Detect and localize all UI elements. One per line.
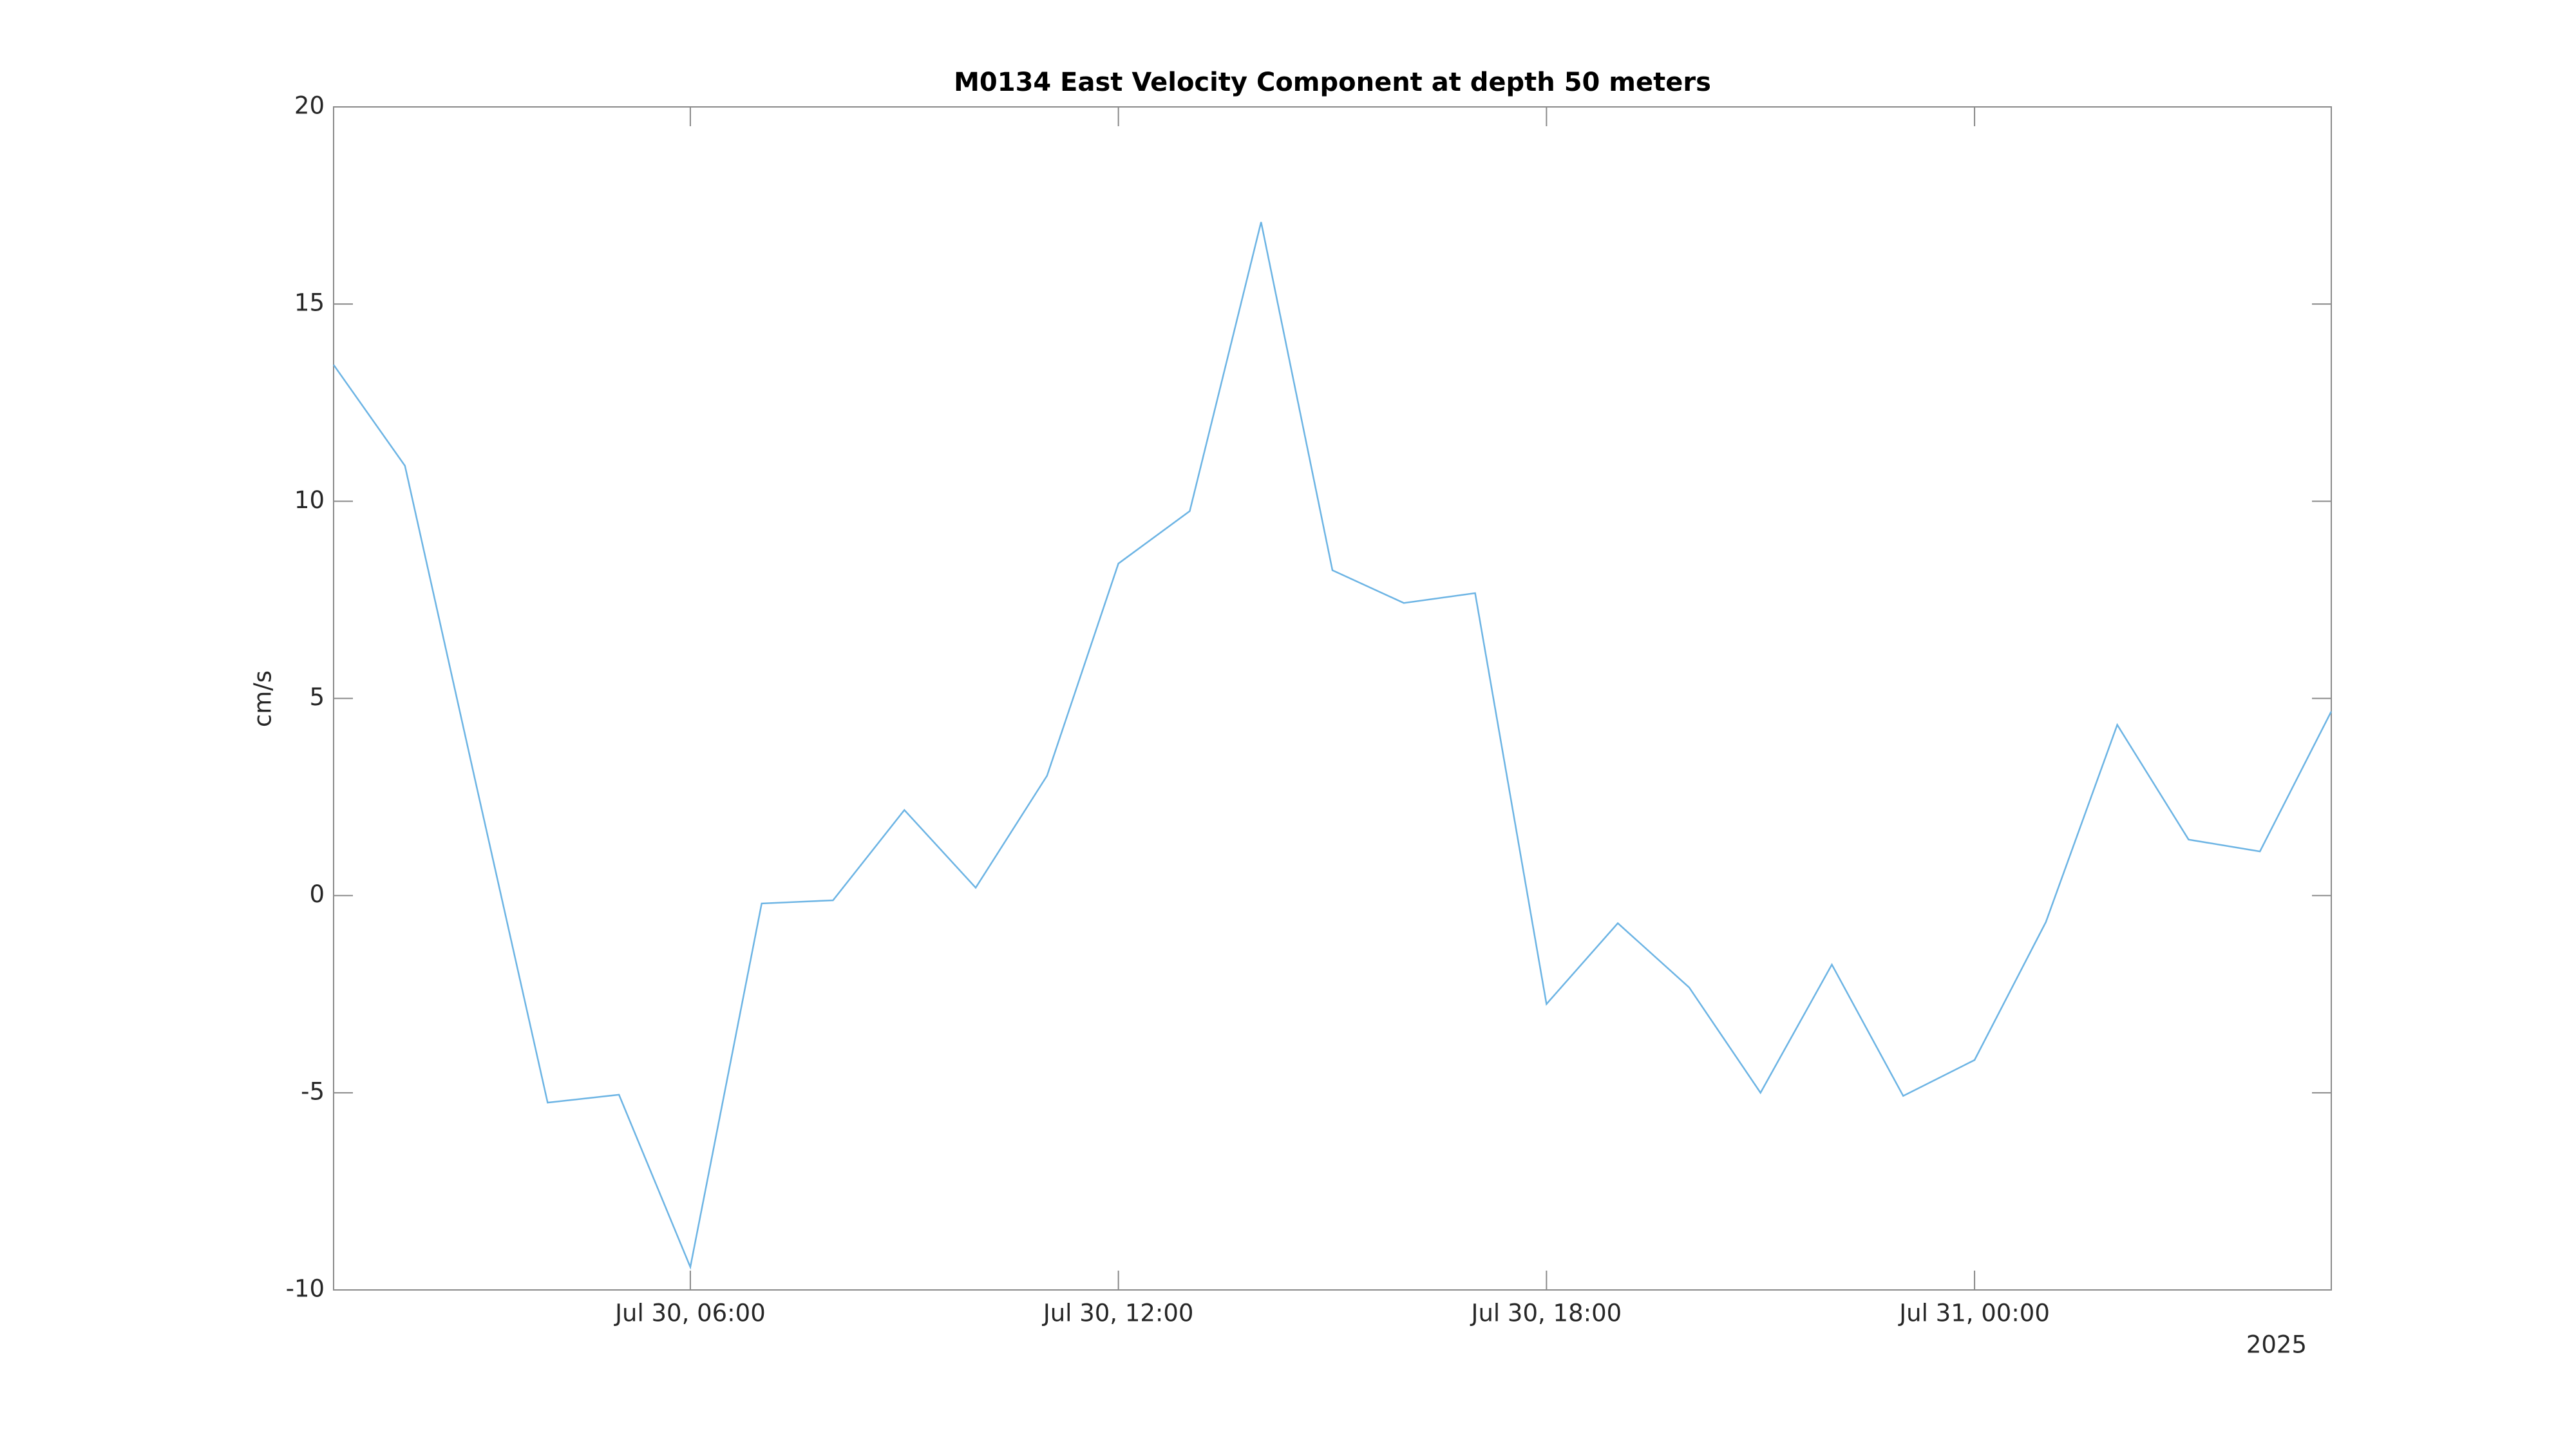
data-line: [332, 222, 2333, 1270]
y-tick-label: 15: [294, 289, 325, 317]
y-tick-label: 0: [309, 880, 325, 908]
y-tick-label: 5: [309, 683, 325, 711]
y-axis-label: cm/s: [249, 670, 277, 727]
y-tick-label: 20: [294, 92, 325, 120]
axes-box: [333, 106, 2332, 1291]
chart-title: M0134 East Velocity Component at depth 5…: [954, 68, 1711, 97]
y-tick-label: -5: [301, 1077, 325, 1105]
x-tick-label: Jul 30, 18:00: [1470, 1300, 1622, 1327]
x-tick-label: Jul 30, 12:00: [1042, 1300, 1194, 1327]
x-tick-label: Jul 30, 06:00: [614, 1300, 766, 1327]
y-tick-label: -10: [286, 1275, 325, 1303]
x-tick-label: Jul 31, 00:00: [1898, 1300, 2050, 1327]
y-tick-label: 10: [294, 486, 325, 514]
x-year-label: 2025: [2246, 1331, 2307, 1359]
